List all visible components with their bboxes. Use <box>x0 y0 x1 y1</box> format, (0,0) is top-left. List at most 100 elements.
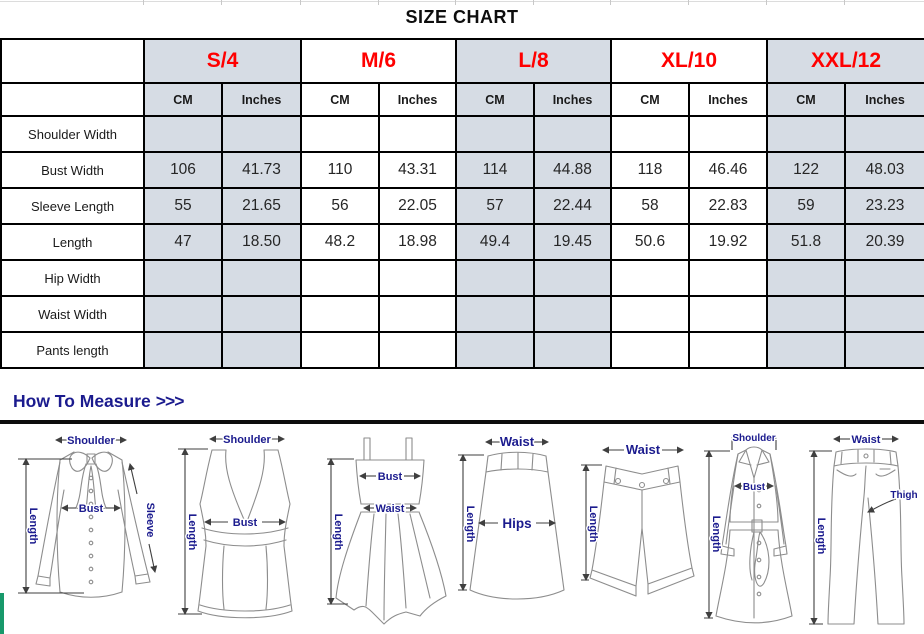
cell: 59 <box>766 187 847 225</box>
cell: 41.73 <box>221 151 302 189</box>
section-divider <box>0 420 924 424</box>
cell <box>455 331 536 369</box>
cell <box>377 295 458 333</box>
pants-length-label: Length <box>815 518 827 555</box>
gridline-tick <box>221 0 222 5</box>
cell <box>221 259 302 297</box>
cell <box>766 331 847 369</box>
cell <box>377 115 458 153</box>
row-label: Hip Width <box>0 259 145 297</box>
blouse-length-label: Length <box>27 508 39 545</box>
cell <box>300 115 380 153</box>
unit-cm: CM <box>300 82 380 117</box>
cell <box>766 295 847 333</box>
cell: 50.6 <box>610 223 691 261</box>
cell <box>221 295 302 333</box>
row-label: Length <box>0 223 145 261</box>
cell: 19.45 <box>533 223 613 261</box>
cell: 47 <box>143 223 223 261</box>
gridline-tick <box>300 0 301 5</box>
how-to-measure-diagrams: Shoulder Length Bust Sleeve <box>0 426 924 634</box>
cell <box>455 295 536 333</box>
size-chart-table: S/4 M/6 L/8 XL/10 XXL/12 CM Inches CM In… <box>0 38 924 369</box>
page-title: SIZE CHART <box>405 7 519 27</box>
unit-inches: Inches <box>533 82 613 117</box>
cell: 57 <box>455 187 536 225</box>
unit-cm: CM <box>143 82 223 117</box>
cell <box>844 115 924 153</box>
skirt-hips-label: Hips <box>502 516 531 531</box>
cell: 22.83 <box>688 187 769 225</box>
cell: 48.2 <box>300 223 380 261</box>
table-row-length: Length 47 18.50 48.2 18.98 49.4 19.45 50… <box>0 223 924 261</box>
size-header-s4: S/4 <box>143 38 302 84</box>
cell <box>377 331 458 369</box>
dress-bust-label: Bust <box>378 471 403 483</box>
cell: 23.23 <box>844 187 924 225</box>
tank-top-diagram: Shoulder Length Bust <box>172 428 320 632</box>
dress-length-label: Length <box>332 514 344 551</box>
shorts-length-label: Length <box>587 506 599 543</box>
cell: 56 <box>300 187 380 225</box>
gridline-tick <box>455 0 456 5</box>
table-row-waist-width: Waist Width <box>0 295 924 333</box>
cell <box>143 115 223 153</box>
table-row-bust-width: Bust Width 106 41.73 110 43.31 114 44.88… <box>0 151 924 189</box>
cell <box>533 295 613 333</box>
skirt-waist-label: Waist <box>500 434 535 449</box>
blouse-shoulder-label: Shoulder <box>67 435 115 447</box>
table-row-hip-width: Hip Width <box>0 259 924 297</box>
cell <box>610 331 691 369</box>
cell <box>300 259 380 297</box>
cell <box>688 259 769 297</box>
unit-cm: CM <box>610 82 691 117</box>
cell <box>688 295 769 333</box>
unit-inches: Inches <box>844 82 924 117</box>
pants-waist-label: Waist <box>852 434 881 446</box>
cell <box>844 331 924 369</box>
cell: 20.39 <box>844 223 924 261</box>
gridline-tick <box>610 0 611 5</box>
pants-thigh-label: Thigh <box>890 490 917 501</box>
table-row-pants-length: Pants length <box>0 331 924 369</box>
cell: 51.8 <box>766 223 847 261</box>
pants-diagram: Waist Thigh Length <box>806 428 920 632</box>
unit-inches: Inches <box>221 82 302 117</box>
cell <box>533 331 613 369</box>
size-header-l8: L/8 <box>455 38 613 84</box>
cell: 43.31 <box>377 151 458 189</box>
chevrons-icon: >>> <box>155 391 185 411</box>
cell <box>221 331 302 369</box>
cell: 118 <box>610 151 691 189</box>
cell <box>143 331 223 369</box>
table-row-shoulder-width: Shoulder Width <box>0 115 924 153</box>
how-to-measure-text: How To Measure <box>13 391 151 411</box>
cell <box>377 259 458 297</box>
cell: 18.98 <box>377 223 458 261</box>
size-header-xxl12: XXL/12 <box>766 38 924 84</box>
corner-cell <box>0 38 145 84</box>
blouse-bust-label: Bust <box>79 503 104 515</box>
size-header-row: S/4 M/6 L/8 XL/10 XXL/12 <box>0 38 924 84</box>
row-label: Pants length <box>0 331 145 369</box>
unit-header-row: CM Inches CM Inches CM Inches CM Inches … <box>0 82 924 117</box>
gridline-tick <box>533 0 534 5</box>
how-to-measure-heading: How To Measure >>> <box>13 391 185 412</box>
cell <box>688 115 769 153</box>
coat-bust-label: Bust <box>743 482 766 493</box>
cell <box>143 295 223 333</box>
gridline-tick <box>844 0 845 5</box>
coat-shoulder-label: Shoulder <box>732 433 775 444</box>
skirt-diagram: Waist Hips Length <box>456 428 578 632</box>
row-label: Waist Width <box>0 295 145 333</box>
coat-diagram: Shoulder Bust Length <box>702 428 808 632</box>
tank-shoulder-label: Shoulder <box>223 434 271 446</box>
cell: 49.4 <box>455 223 536 261</box>
cell <box>455 115 536 153</box>
unit-cm: CM <box>455 82 536 117</box>
cell <box>300 295 380 333</box>
cell <box>688 331 769 369</box>
cell: 18.50 <box>221 223 302 261</box>
cell <box>610 115 691 153</box>
row-label: Bust Width <box>0 151 145 189</box>
